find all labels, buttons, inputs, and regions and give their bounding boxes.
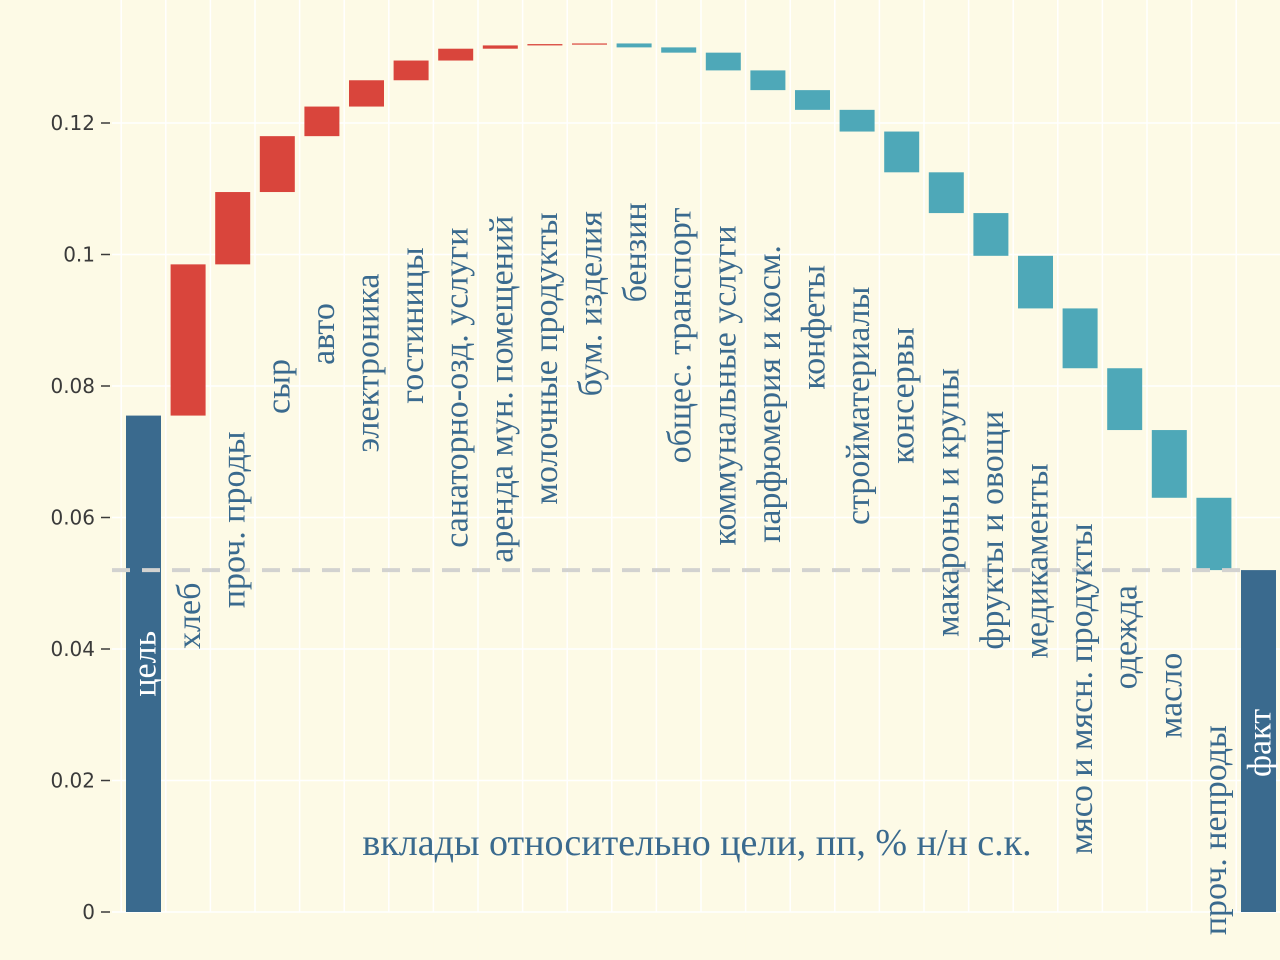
bar-increase (215, 192, 251, 265)
bar-increase (393, 60, 429, 81)
bar-label: гостиницы (394, 247, 431, 404)
y-axis: 0 0.02 0.04 0.06 0.08 0.1 0.12 (50, 111, 110, 924)
bar-increase (482, 45, 518, 49)
bar-decrease (1107, 368, 1143, 431)
bar-label: сыр (260, 359, 297, 414)
y-tick-label: 0.08 (50, 374, 95, 398)
bar-label: проч. проды (216, 431, 253, 608)
bar-label: авто (305, 303, 342, 365)
bar-increase (572, 43, 607, 45)
bar-label: макароны и крупы (929, 368, 966, 637)
bar-decrease (839, 109, 875, 132)
y-tick-label: 0.1 (63, 243, 95, 267)
bar-label: бум. изделия (573, 211, 610, 397)
bar-label: аренда мун. помещений (483, 216, 520, 563)
y-tick-label: 0 (82, 900, 95, 924)
bar-decrease (750, 70, 786, 91)
bar-label: молочные продукты (528, 212, 565, 504)
bars (126, 43, 1276, 912)
y-tick-label: 0.02 (50, 769, 95, 793)
bar-decrease (973, 213, 1009, 256)
bar-decrease (1018, 255, 1053, 309)
bar-increase (527, 44, 563, 46)
bar-decrease (616, 43, 652, 48)
bar-increase (349, 80, 384, 107)
chart-title: вклады относительно цели, пп, % н/н с.к. (362, 822, 1031, 864)
bar-label: общес. транспорт (662, 208, 699, 464)
bar-label: факт (1242, 709, 1279, 777)
bar-decrease (1151, 430, 1187, 498)
bar-decrease (928, 172, 964, 214)
y-tick-label: 0.06 (50, 506, 95, 530)
grid (112, 0, 1280, 913)
bar-decrease (795, 90, 830, 110)
bar-decrease (705, 52, 741, 71)
bar-label: одежда (1108, 585, 1145, 689)
bar-label: конфеты (796, 265, 833, 390)
bar-label: медикаменты (1019, 463, 1056, 658)
bar-decrease (1196, 497, 1232, 571)
bar-decrease (884, 131, 920, 173)
bar-label: стройматериалы (840, 286, 877, 525)
bar-label: масло (1152, 653, 1189, 738)
bar-increase (259, 136, 295, 193)
bar-decrease (661, 47, 697, 53)
bar-increase (170, 264, 206, 416)
bar-label: цель (127, 631, 164, 697)
y-tick-label: 0.12 (50, 111, 95, 135)
bar-label: электроника (350, 274, 387, 453)
y-tick-label: 0.04 (50, 637, 95, 661)
bar-label: фрукты и овощи (974, 411, 1011, 650)
bar-label: проч. непроды (1197, 725, 1234, 935)
bar-decrease (1062, 308, 1098, 369)
bar-label: санаторно-озд. услуги (439, 228, 476, 548)
bar-label: консервы (885, 327, 922, 464)
bar-label: коммунальные услуги (706, 225, 743, 545)
bar-label: парфюмерия и косм. (751, 245, 788, 543)
bar-label: бензин (617, 202, 654, 302)
bar-total (1241, 570, 1276, 912)
bar-increase (304, 106, 340, 137)
bar-total (126, 415, 161, 912)
bar-label: хлеб (171, 583, 208, 649)
bar-increase (438, 48, 474, 61)
bar-label: мясо и мясн. продукты (1063, 523, 1100, 854)
